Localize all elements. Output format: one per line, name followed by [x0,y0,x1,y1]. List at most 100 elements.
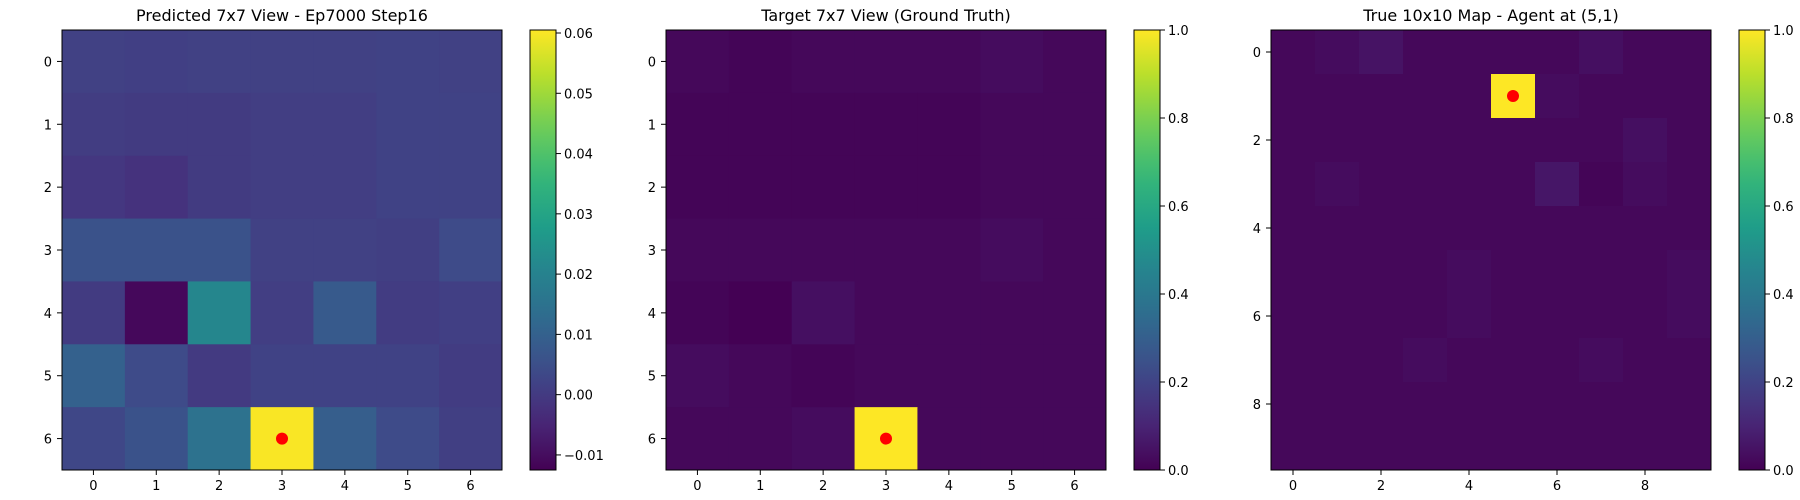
heatmap-cell [1491,206,1536,251]
heatmap-cell [187,30,252,94]
heatmap-cell [728,218,793,282]
heatmap-cell [1447,30,1492,75]
heatmap-cells [1271,30,1712,471]
heatmap-cell [791,218,856,282]
y-tick-label: 8 [1253,398,1261,413]
heatmap-cell [62,155,126,220]
y-tick-label: 1 [648,118,656,133]
colorbar-tick-label: 0.04 [564,148,593,163]
heatmap-cell [1315,426,1360,471]
heatmap-cell [1623,338,1668,383]
heatmap-cell [1403,30,1448,75]
heatmap-cell [666,281,730,345]
heatmap-cell [728,155,793,220]
x-tick-label: 6 [466,479,474,494]
heatmap-cell [1623,206,1668,251]
heatmap-cell [1579,118,1624,163]
heatmap-cell [791,155,856,220]
heatmap-cell [1271,294,1316,339]
true-map-panel: True 10x10 Map - Agent at (5,1) 0 2 4 6 8 0 2 4… [1253,6,1794,494]
heatmap-cell [1623,294,1668,339]
colorbar-tick-label: 0.05 [564,87,593,102]
heatmap-cell [313,92,377,157]
heatmap-cell [439,155,503,220]
heatmap-cell [1491,250,1536,295]
target-view-panel: Target 7x7 View (Ground Truth) 0 1 2 3 4 5 6 0 1… [648,6,1189,494]
heatmap-cell [313,281,377,345]
heatmap-cell [62,281,126,345]
heatmap-cell [1403,426,1448,471]
heatmap-cell [1447,74,1492,119]
heatmap-cell [439,407,503,471]
heatmap-cell [1359,382,1404,427]
heatmap-cell [439,30,503,94]
heatmap-cell [1403,162,1448,207]
x-tick-label: 5 [1008,479,1016,494]
heatmap-cell [1579,382,1624,427]
plot-frame [1270,29,1712,471]
colorbar [1738,29,1766,471]
heatmap-cell [1447,250,1492,295]
heatmap-cell [666,407,730,471]
colorbar-tick-label: 0.2 [1168,376,1189,391]
colorbar-tick-label: 0.4 [1168,288,1189,303]
heatmap-cell [250,344,314,408]
heatmap-cell [1043,155,1107,220]
heatmap-cell [728,407,793,471]
heatmap-cell [1315,162,1360,207]
heatmap-cell [791,407,856,471]
heatmap-cell [666,155,730,220]
heatmap-cell [1667,250,1712,295]
x-tick-label: 4 [945,479,953,494]
heatmap-cell [917,30,981,94]
heatmap-cell [1667,162,1712,207]
x-tick-label: 6 [1070,479,1078,494]
heatmap-cell [376,218,440,282]
y-tick-label: 6 [44,433,52,448]
chart-title: True 10x10 Map - Agent at (5,1) [1362,6,1619,25]
colorbar-tick-label: 0.06 [564,27,593,42]
heatmap-cell [1535,162,1580,207]
heatmap-cell [1667,30,1712,75]
heatmap-cell [124,407,189,471]
heatmap-cell [1403,118,1448,163]
colorbar-tick-label: 0.6 [1168,200,1189,215]
heatmap-cell [728,92,793,157]
heatmap-cell [1579,250,1624,295]
heatmap-cell [666,344,730,408]
heatmap-cell [376,92,440,157]
heatmap-cell [250,92,314,157]
heatmap-cell [791,92,856,157]
y-tick-label: 1 [44,118,52,133]
heatmap-cell [250,281,314,345]
heatmap-cell [1667,294,1712,339]
agent-marker [880,432,892,445]
heatmap-cell [1667,426,1712,471]
heatmap-cell [313,218,377,282]
colorbar-tick-label: 0.8 [1773,112,1794,127]
heatmap-cell [791,344,856,408]
heatmap-cell [313,155,377,220]
colorbar-tick-label: 1.0 [1168,24,1189,39]
heatmap-cell [1535,206,1580,251]
heatmap-cell [1315,30,1360,75]
heatmap-cell [1579,338,1624,383]
heatmap-cell [980,218,1044,282]
x-tick-label: 8 [1641,479,1649,494]
chart-title: Target 7x7 View (Ground Truth) [760,6,1011,25]
heatmap-cell [1271,250,1316,295]
agent-marker [1507,90,1519,102]
heatmap-cell [376,30,440,94]
y-tick-label: 5 [648,370,656,385]
heatmap-cell [1315,294,1360,339]
colorbar-tick-label: 0.0 [1773,464,1794,479]
heatmap-cell [187,344,252,408]
heatmap-cell [439,344,503,408]
heatmap-cell [1271,74,1316,119]
heatmap-cell [917,155,981,220]
colorbar-tick-label: 0.03 [564,208,593,223]
heatmap-cell [980,344,1044,408]
y-tick-label: 4 [1253,222,1261,237]
heatmap-cell [791,30,856,94]
heatmap-cell [1535,30,1580,75]
